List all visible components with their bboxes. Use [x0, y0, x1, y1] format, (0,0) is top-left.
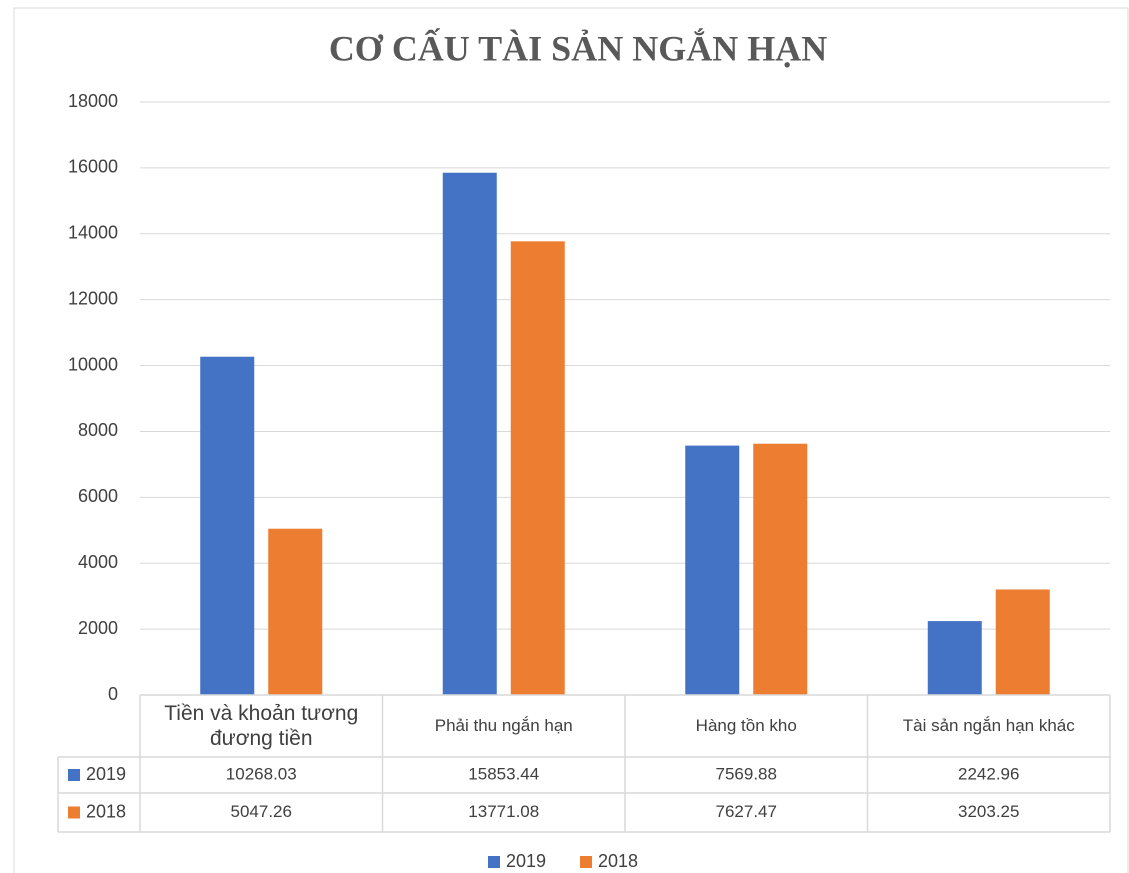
bar — [753, 443, 808, 695]
y-tick-label: 16000 — [68, 157, 118, 177]
bar — [995, 589, 1050, 695]
table-row-label: 2018 — [86, 801, 126, 821]
x-tick-label-box: Hàng tồn kho — [695, 715, 797, 735]
table-cell: 7627.47 — [716, 802, 777, 821]
y-tick-label: 2000 — [78, 618, 118, 638]
table-cell: 5047.26 — [231, 802, 292, 821]
chart-title: CƠ CẤU TÀI SẢN NGẮN HẠN — [329, 28, 827, 68]
x-tick-label: Phải thu ngắn hạn — [434, 715, 573, 735]
x-tick-label: Tiền và khoản tương đương tiền — [164, 701, 359, 750]
table-cell: 15853.44 — [468, 764, 539, 783]
y-tick-label: 10000 — [68, 354, 118, 374]
legend-label: 2019 — [506, 851, 546, 871]
table-cell: 13771.08 — [468, 802, 539, 821]
table-row-label: 2019 — [86, 764, 126, 784]
y-tick-label: 12000 — [68, 288, 118, 308]
x-tick-label-box: Tiền và khoản tương đương tiền — [164, 701, 359, 750]
y-tick-label: 4000 — [78, 552, 118, 572]
y-tick-label: 18000 — [68, 91, 118, 111]
bar — [200, 356, 255, 695]
x-tick-label: Hàng tồn kho — [695, 715, 797, 735]
x-tick-label-box: Phải thu ngắn hạn — [434, 715, 573, 735]
y-tick-label: 0 — [108, 684, 118, 704]
chart-border — [13, 7, 1129, 873]
bar — [685, 445, 740, 695]
x-tick-label: Tài sản ngắn hạn khác — [902, 715, 1075, 735]
y-tick-label: 6000 — [78, 486, 118, 506]
y-tick-label: 8000 — [78, 420, 118, 440]
table-cell: 10268.03 — [226, 764, 297, 783]
legend-key — [580, 856, 592, 868]
x-tick-label-box: Tài sản ngắn hạn khác — [902, 715, 1075, 735]
bar — [442, 172, 497, 695]
table-legend-key — [68, 769, 80, 781]
table-cell: 7569.88 — [716, 764, 777, 783]
bar — [510, 241, 565, 695]
table-legend-key — [68, 806, 80, 819]
legend-label: 2018 — [598, 851, 638, 871]
bar — [927, 621, 982, 695]
y-tick-label: 14000 — [68, 223, 118, 243]
bar — [268, 528, 323, 695]
legend-key — [488, 856, 500, 868]
table-cell: 2242.96 — [958, 764, 1019, 783]
table-cell: 3203.25 — [958, 802, 1019, 821]
